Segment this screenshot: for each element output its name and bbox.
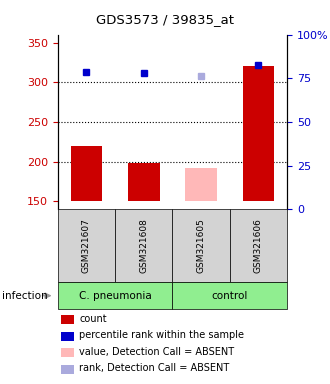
Text: percentile rank within the sample: percentile rank within the sample <box>79 330 244 340</box>
Bar <box>185 168 217 201</box>
Bar <box>128 163 159 201</box>
Text: GSM321608: GSM321608 <box>139 218 148 273</box>
Text: GSM321607: GSM321607 <box>82 218 91 273</box>
Text: GDS3573 / 39835_at: GDS3573 / 39835_at <box>96 13 234 26</box>
Text: rank, Detection Call = ABSENT: rank, Detection Call = ABSENT <box>79 363 229 373</box>
Text: control: control <box>212 291 248 301</box>
Bar <box>243 66 274 201</box>
Text: count: count <box>79 314 107 324</box>
Text: value, Detection Call = ABSENT: value, Detection Call = ABSENT <box>79 347 234 357</box>
Bar <box>71 146 102 201</box>
Text: C. pneumonia: C. pneumonia <box>79 291 151 301</box>
Text: infection: infection <box>2 291 47 301</box>
Text: GSM321606: GSM321606 <box>254 218 263 273</box>
Text: GSM321605: GSM321605 <box>197 218 206 273</box>
